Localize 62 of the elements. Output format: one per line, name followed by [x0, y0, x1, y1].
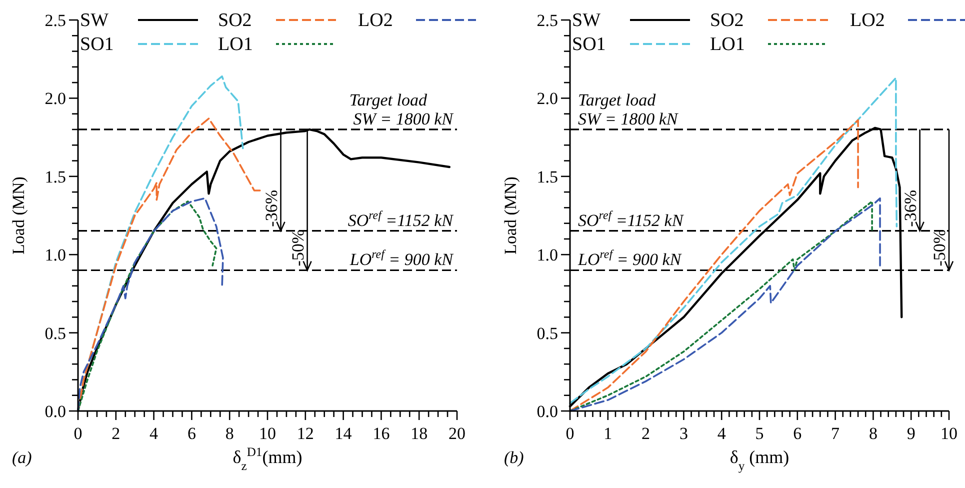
legend-label: SO1 — [80, 34, 114, 55]
y-tick-label: 2.5 — [44, 11, 66, 30]
x-tick-label: 20 — [448, 424, 466, 443]
legend-label: SO2 — [710, 10, 744, 31]
y-tick-label: 1.5 — [44, 167, 66, 186]
y-axis-title: Load (MN) — [501, 176, 520, 254]
x-tick-label: 5 — [755, 424, 764, 443]
x-tick-label: 12 — [296, 424, 314, 443]
x-tick-label: 9 — [906, 424, 916, 443]
y-tick-label: 0.0 — [44, 402, 66, 421]
x-tick-label: 2 — [112, 424, 120, 443]
legend-label: SO2 — [218, 10, 252, 31]
x-tick-label: 8 — [225, 424, 234, 443]
ref-line-label: SO$^{ref}$ =1152 kN — [578, 208, 685, 230]
y-tick-label: 2.0 — [536, 89, 558, 108]
x-tick-label: 18 — [410, 424, 428, 443]
x-tick-label: 6 — [793, 424, 802, 443]
annotation: -36% — [262, 190, 281, 227]
ref-line-label: SW = 1800 kN — [353, 109, 455, 128]
x-tick-label: 0 — [74, 424, 82, 443]
legend-label: LO1 — [710, 34, 745, 55]
annotation: Target load — [349, 90, 428, 110]
x-tick-label: 14 — [334, 424, 352, 443]
text: (b) — [504, 448, 524, 467]
y-axis-title: Load (MN) — [9, 176, 28, 254]
legend-label: SW — [572, 10, 601, 31]
annotation: Target load — [578, 90, 656, 110]
x-tick-label: 16 — [372, 424, 390, 443]
x-tick-label: 3 — [679, 424, 688, 443]
x-tick-label: 7 — [831, 424, 840, 443]
x-axis-title: δ$_{z}$$^{D1}$(mm) — [232, 445, 302, 473]
legend-label: LO2 — [850, 10, 885, 31]
legend-label: SW — [80, 10, 109, 31]
annotation: -50% — [930, 229, 949, 266]
ref-line-label: SO$^{ref}$ =1152 kN — [348, 208, 455, 230]
x-tick-label: 4 — [717, 424, 726, 443]
annotation: -36% — [900, 190, 920, 227]
x-tick-label: 6 — [187, 424, 196, 443]
ref-line-label: LO$^{ref}$ = 900 kN — [577, 247, 683, 270]
x-tick-label: 0 — [566, 424, 574, 443]
x-tick-label: 10 — [940, 424, 958, 443]
y-tick-label: 1.0 — [44, 246, 66, 265]
x-tick-label: 8 — [868, 424, 878, 443]
y-tick-label: 1.5 — [536, 167, 558, 186]
line-series — [569, 76, 898, 404]
ref-line-label: LO$^{ref}$ = 900 kN — [348, 247, 455, 270]
x-tick-label: 2 — [642, 424, 650, 443]
x-axis-title: δ$_{y}$ (mm) — [730, 447, 790, 473]
legend-label: LO2 — [358, 10, 393, 31]
x-tick-label: 4 — [150, 424, 159, 443]
x-tick-label: 1 — [604, 424, 612, 443]
y-tick-label: 0.5 — [44, 324, 66, 343]
text: (a) — [12, 448, 32, 467]
legend-label: LO1 — [218, 34, 253, 55]
y-tick-label: 1.0 — [536, 246, 558, 265]
x-tick-label: 10 — [259, 424, 276, 443]
y-tick-label: 0.0 — [536, 402, 558, 421]
y-tick-label: 2.0 — [44, 89, 66, 108]
y-tick-label: 2.5 — [536, 11, 558, 30]
y-tick-label: 0.5 — [536, 324, 558, 343]
ref-line-label: SW = 1800 kN — [578, 109, 680, 128]
legend-label: SO1 — [572, 34, 606, 55]
